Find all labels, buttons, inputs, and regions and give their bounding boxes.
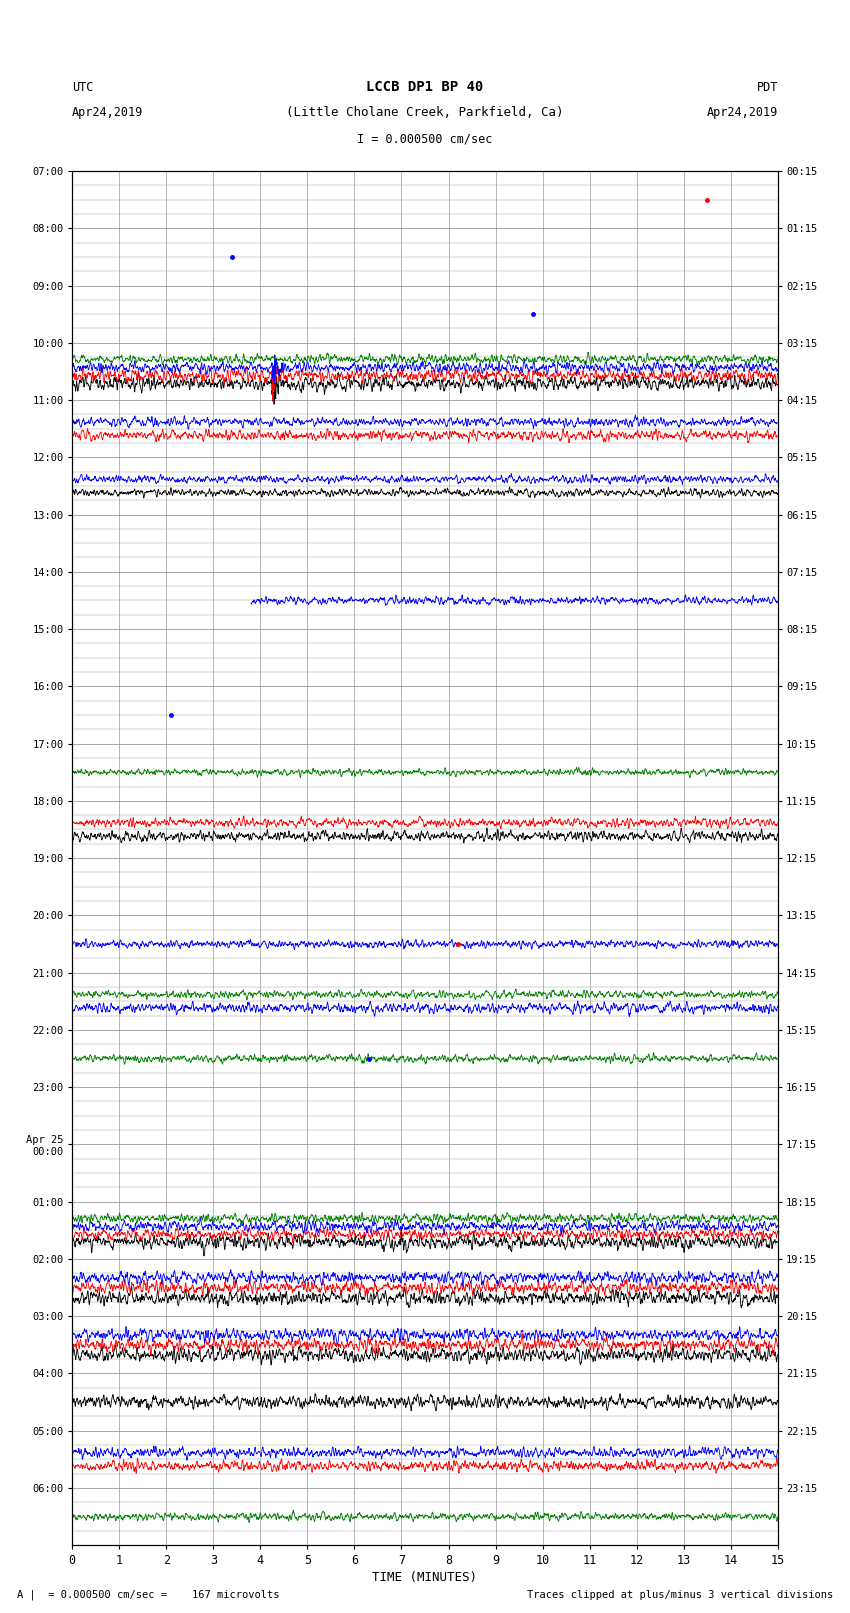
Text: I = 0.000500 cm/sec: I = 0.000500 cm/sec <box>357 132 493 145</box>
Text: (Little Cholane Creek, Parkfield, Ca): (Little Cholane Creek, Parkfield, Ca) <box>286 106 564 119</box>
Text: UTC: UTC <box>72 81 94 94</box>
X-axis label: TIME (MINUTES): TIME (MINUTES) <box>372 1571 478 1584</box>
Text: A |  = 0.000500 cm/sec =    167 microvolts: A | = 0.000500 cm/sec = 167 microvolts <box>17 1589 280 1600</box>
Text: LCCB DP1 BP 40: LCCB DP1 BP 40 <box>366 79 484 94</box>
Text: PDT: PDT <box>756 81 778 94</box>
Text: Apr24,2019: Apr24,2019 <box>706 106 778 119</box>
Text: Apr24,2019: Apr24,2019 <box>72 106 144 119</box>
Text: Traces clipped at plus/minus 3 vertical divisions: Traces clipped at plus/minus 3 vertical … <box>527 1590 833 1600</box>
